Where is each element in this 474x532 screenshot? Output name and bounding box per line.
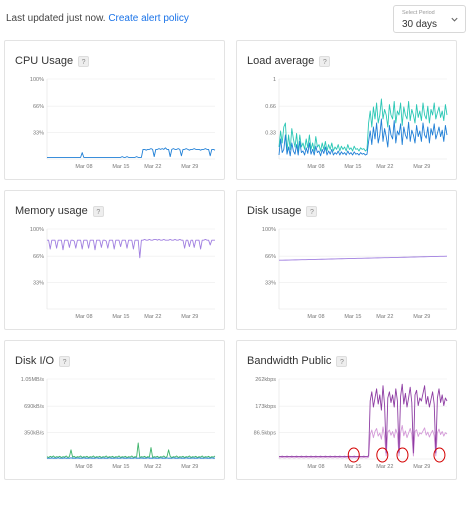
x-tick-label: Mar 22 <box>144 314 161 320</box>
memory-usage-chart: 100% 66% 33% Mar 08 Mar 15 Mar 22 Mar 29 <box>30 227 215 320</box>
help-icon[interactable]: ? <box>92 205 104 217</box>
series-line-0 <box>47 147 216 158</box>
x-tick-label: Mar 29 <box>181 464 198 470</box>
x-tick-label: Mar 15 <box>112 314 129 320</box>
bandwidth-public-chart: 262kbps 173kbps 86.5kbps Mar 08 Mar 15 Mar 22… <box>254 377 448 470</box>
series-line-1 <box>279 424 448 459</box>
x-tick-label: Mar 08 <box>75 164 92 170</box>
series-line-0 <box>279 255 448 261</box>
series-line-0 <box>279 383 448 458</box>
card-title: Disk I/O? <box>15 355 71 367</box>
annotation-circle <box>347 447 360 463</box>
help-icon[interactable]: ? <box>306 205 318 217</box>
load-average-card: Load average? 1 0.66 0.33 Mar 08 Mar 15 Mar 2… <box>236 40 457 180</box>
y-tick-label: 33% <box>33 281 44 287</box>
help-icon[interactable]: ? <box>336 355 348 367</box>
annotation-circle <box>396 447 409 463</box>
disk-usage-card: Disk usage? 100% 66% 33% Mar 08 Mar 15 Mar 22… <box>236 190 457 330</box>
period-select-value: 30 days <box>402 19 438 30</box>
series-line-1 <box>278 98 448 152</box>
period-select-label: Select Period <box>402 10 435 16</box>
card-title: Load average? <box>247 55 331 67</box>
y-tick-label: 1 <box>273 77 276 83</box>
top-bar: Last updated just now. Create alert poli… <box>4 0 470 40</box>
card-title-text: Disk usage <box>247 205 302 217</box>
x-tick-label: Mar 22 <box>144 464 161 470</box>
x-tick-label: Mar 15 <box>344 464 361 470</box>
y-tick-label: 33% <box>33 131 44 137</box>
y-tick-label: 100% <box>30 227 44 233</box>
y-tick-label: 350kB/s <box>24 431 44 437</box>
x-tick-label: Mar 22 <box>376 464 393 470</box>
x-tick-label: Mar 29 <box>181 164 198 170</box>
y-tick-label: 33% <box>265 281 276 287</box>
disk-usage-chart: 100% 66% 33% Mar 08 Mar 15 Mar 22 Mar 29 <box>262 227 448 320</box>
card-title: CPU Usage? <box>15 55 90 67</box>
card-title: Bandwidth Public? <box>247 355 348 367</box>
card-title-text: Memory usage <box>15 205 88 217</box>
x-tick-label: Mar 29 <box>413 314 430 320</box>
last-updated-text: Last updated just now. <box>6 13 106 24</box>
x-tick-label: Mar 08 <box>307 464 324 470</box>
cpu-usage-chart: 100% 66% 33% Mar 08 Mar 15 Mar 22 Mar 29 <box>30 77 216 170</box>
card-title-text: CPU Usage <box>15 55 74 67</box>
x-tick-label: Mar 08 <box>307 164 324 170</box>
x-tick-label: Mar 15 <box>344 314 361 320</box>
y-tick-label: 173kbps <box>255 404 276 410</box>
load-average-chart: 1 0.66 0.33 Mar 08 Mar 15 Mar 22 Mar 29 <box>265 77 448 170</box>
series-line-0 <box>278 118 448 157</box>
y-tick-label: 0.33 <box>265 131 276 137</box>
y-tick-label: 100% <box>262 227 276 233</box>
chevron-down-icon <box>451 17 458 22</box>
cpu-usage-card: CPU Usage? 100% 66% 33% Mar 08 Mar 15 Mar 22 M… <box>4 40 225 180</box>
x-tick-label: Mar 15 <box>344 164 361 170</box>
series-line-0 <box>46 442 216 458</box>
x-tick-label: Mar 22 <box>376 314 393 320</box>
status-line: Last updated just now. Create alert poli… <box>6 13 189 24</box>
help-icon[interactable]: ? <box>319 55 331 67</box>
series-line-0 <box>47 238 215 259</box>
x-tick-label: Mar 22 <box>376 164 393 170</box>
annotation-circle <box>433 447 446 463</box>
create-alert-policy-link[interactable]: Create alert policy <box>108 13 189 24</box>
card-title: Memory usage? <box>15 205 104 217</box>
annotation-circle <box>376 447 389 463</box>
y-tick-label: 100% <box>30 77 44 83</box>
period-select[interactable]: Select Period 30 days <box>393 5 466 33</box>
help-icon[interactable]: ? <box>59 355 71 367</box>
x-tick-label: Mar 29 <box>413 464 430 470</box>
y-tick-label: 66% <box>33 254 44 260</box>
help-icon[interactable]: ? <box>78 55 90 67</box>
y-tick-label: 0.66 <box>265 104 276 110</box>
x-tick-label: Mar 29 <box>181 314 198 320</box>
disk-io-chart: 1.05MB/s 690kB/s 350kB/s Mar 08 Mar 15 Mar 22… <box>21 377 216 470</box>
y-tick-label: 690kB/s <box>24 404 44 410</box>
memory-usage-card: Memory usage? 100% 66% 33% Mar 08 Mar 15 Mar … <box>4 190 225 330</box>
y-tick-label: 262kbps <box>255 377 276 383</box>
y-tick-label: 1.05MB/s <box>21 377 44 383</box>
x-tick-label: Mar 22 <box>144 164 161 170</box>
card-title-text: Disk I/O <box>15 355 55 367</box>
x-tick-label: Mar 08 <box>75 464 92 470</box>
y-tick-label: 66% <box>265 254 276 260</box>
x-tick-label: Mar 08 <box>75 314 92 320</box>
x-tick-label: Mar 15 <box>112 464 129 470</box>
card-title-text: Bandwidth Public <box>247 355 332 367</box>
x-tick-label: Mar 29 <box>413 164 430 170</box>
x-tick-label: Mar 15 <box>112 164 129 170</box>
card-title-text: Load average <box>247 55 315 67</box>
bandwidth-public-card: Bandwidth Public? 262kbps 173kbps 86.5kbps… <box>236 340 457 480</box>
y-tick-label: 86.5kbps <box>254 431 277 437</box>
y-tick-label: 66% <box>33 104 44 110</box>
card-title: Disk usage? <box>247 205 318 217</box>
disk-io-card: Disk I/O? 1.05MB/s 690kB/s 350kB/s Mar 08 Ma… <box>4 340 225 480</box>
x-tick-label: Mar 08 <box>307 314 324 320</box>
